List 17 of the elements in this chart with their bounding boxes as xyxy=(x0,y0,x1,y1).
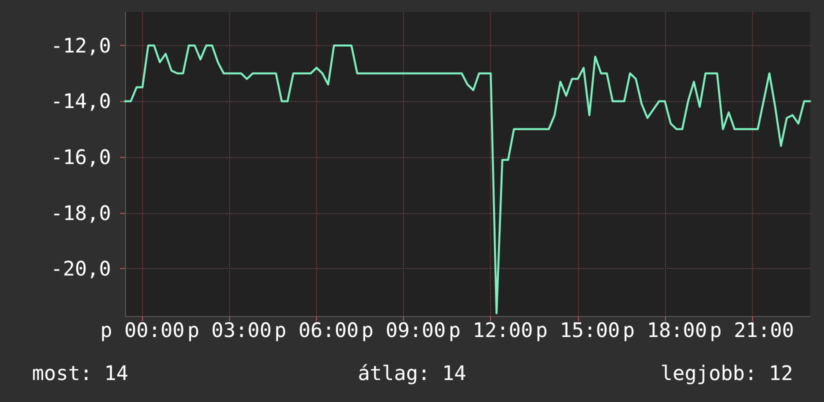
x-tick-label: p 03:00 xyxy=(187,318,272,342)
x-tick-label: p 15:00 xyxy=(536,318,620,342)
y-tick-label: -16,0 xyxy=(50,145,111,170)
x-tick-label: p 00:00 xyxy=(100,318,185,342)
text: legjobb: 12 xyxy=(660,361,793,385)
x-tick-label: p 12:00 xyxy=(448,318,533,342)
y-tick-label: -14,0 xyxy=(50,89,111,114)
y-tick-label: -18,0 xyxy=(50,200,111,225)
text: most: 14 xyxy=(32,361,128,385)
line-series xyxy=(124,44,811,314)
y-tick-label: -20,0 xyxy=(50,256,111,281)
y-tick-label: -12,0 xyxy=(50,33,111,58)
x-tick-label: p 21:00 xyxy=(710,318,794,342)
x-tick-label: p 06:00 xyxy=(274,318,359,342)
text: átlag: 14 xyxy=(358,361,466,385)
x-tick-label: p 18:00 xyxy=(622,318,708,342)
x-tick-label: p 09:00 xyxy=(361,318,446,342)
